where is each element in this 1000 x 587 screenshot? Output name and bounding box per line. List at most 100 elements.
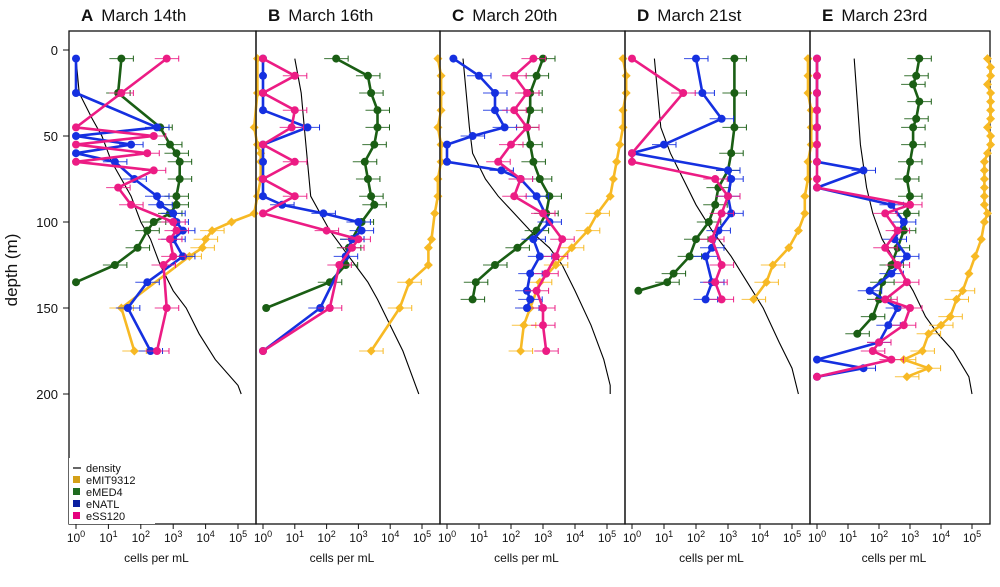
data-point: [881, 243, 890, 252]
data-point: [354, 218, 363, 226]
data-point: [813, 89, 821, 97]
data-point: [660, 140, 668, 149]
x-tick-label: 102: [687, 529, 705, 545]
panel-title: D March 21st: [637, 6, 742, 25]
data-point: [906, 157, 914, 166]
x-axis-label: cells per mL: [310, 551, 375, 565]
legend-label: density: [86, 463, 121, 475]
x-tick-label: 105: [598, 529, 616, 545]
series-line: [261, 57, 360, 353]
x-tick-label: 104: [196, 529, 214, 545]
data-point: [436, 88, 446, 98]
data-point: [259, 89, 267, 97]
legend-swatch: [73, 488, 80, 495]
data-point: [165, 235, 174, 244]
data-point: [717, 261, 726, 269]
data-point: [853, 329, 862, 338]
data-point: [172, 200, 181, 209]
data-point: [172, 192, 181, 201]
data-point: [567, 243, 577, 253]
data-point: [290, 192, 299, 201]
x-tick-label: 102: [502, 529, 520, 545]
data-point: [803, 174, 813, 184]
data-point: [529, 54, 538, 63]
data-point: [162, 304, 171, 312]
data-point: [545, 192, 554, 201]
data-point: [259, 106, 267, 115]
data-point: [468, 132, 477, 140]
data-point: [516, 175, 525, 183]
data-point: [893, 261, 902, 269]
panel-letter: E: [822, 6, 833, 25]
panel-date: March 16th: [288, 6, 373, 25]
series-line: [519, 58, 628, 352]
data-point: [618, 105, 628, 115]
series-eSS120: [813, 54, 923, 381]
data-point: [615, 140, 625, 150]
y-axis: 0 50 100 150 200: [36, 43, 69, 402]
data-point: [322, 226, 331, 235]
data-point: [259, 347, 267, 355]
data-point: [427, 234, 437, 244]
data-point: [143, 278, 152, 287]
panel-title: B March 16th: [268, 6, 373, 25]
data-point: [370, 140, 379, 149]
data-point: [813, 175, 821, 183]
data-point: [367, 89, 376, 97]
data-point: [868, 312, 877, 321]
data-point: [348, 243, 357, 252]
data-point: [175, 157, 184, 166]
data-point: [149, 166, 158, 175]
data-point: [72, 278, 80, 287]
data-point: [395, 303, 405, 313]
data-point: [893, 304, 902, 312]
data-point: [551, 252, 560, 261]
data-point: [701, 295, 710, 304]
density-line: [653, 58, 799, 395]
data-point: [468, 295, 477, 304]
data-point: [628, 54, 636, 63]
data-point: [986, 62, 996, 72]
data-point: [404, 277, 414, 287]
data-point: [169, 218, 178, 226]
data-point: [917, 346, 927, 356]
legend-label: eMED4: [86, 487, 123, 499]
x-tick-label: 105: [963, 529, 981, 545]
data-point: [813, 355, 821, 364]
data-point: [535, 252, 544, 261]
data-point: [433, 122, 443, 132]
panel-E: E March 23rd 100 101 102 103 104 105 cells per m…: [808, 6, 996, 565]
data-point: [806, 140, 816, 150]
panel-title: C March 20th: [452, 6, 557, 25]
x-tick-label: 104: [751, 529, 769, 545]
legend-label: eSS120: [86, 511, 125, 523]
data-point: [475, 71, 483, 80]
data-point: [803, 71, 813, 81]
data-point: [72, 89, 80, 97]
data-point: [169, 209, 178, 218]
x-tick-label: 101: [99, 529, 117, 545]
data-point: [906, 304, 914, 312]
series-line: [815, 58, 912, 379]
x-axis-label: cells per mL: [124, 551, 189, 565]
data-point: [539, 209, 547, 218]
y-axis-label: depth (m): [2, 234, 21, 307]
panel-letter: B: [268, 6, 280, 25]
x-tick-label: 103: [719, 529, 737, 545]
data-point: [516, 346, 526, 356]
data-point: [366, 346, 376, 356]
data-point: [367, 192, 376, 201]
series-eSS120: [72, 54, 189, 355]
data-point: [768, 260, 778, 270]
data-point: [945, 312, 955, 322]
data-point: [717, 114, 726, 123]
data-point: [976, 234, 986, 244]
data-point: [605, 191, 615, 201]
series-eMIT9312: [741, 54, 816, 304]
x-tick-label: 103: [349, 529, 367, 545]
data-point: [784, 243, 794, 253]
data-point: [924, 329, 934, 339]
panel-letter: A: [81, 6, 93, 25]
y-tick-label: 50: [44, 129, 58, 144]
